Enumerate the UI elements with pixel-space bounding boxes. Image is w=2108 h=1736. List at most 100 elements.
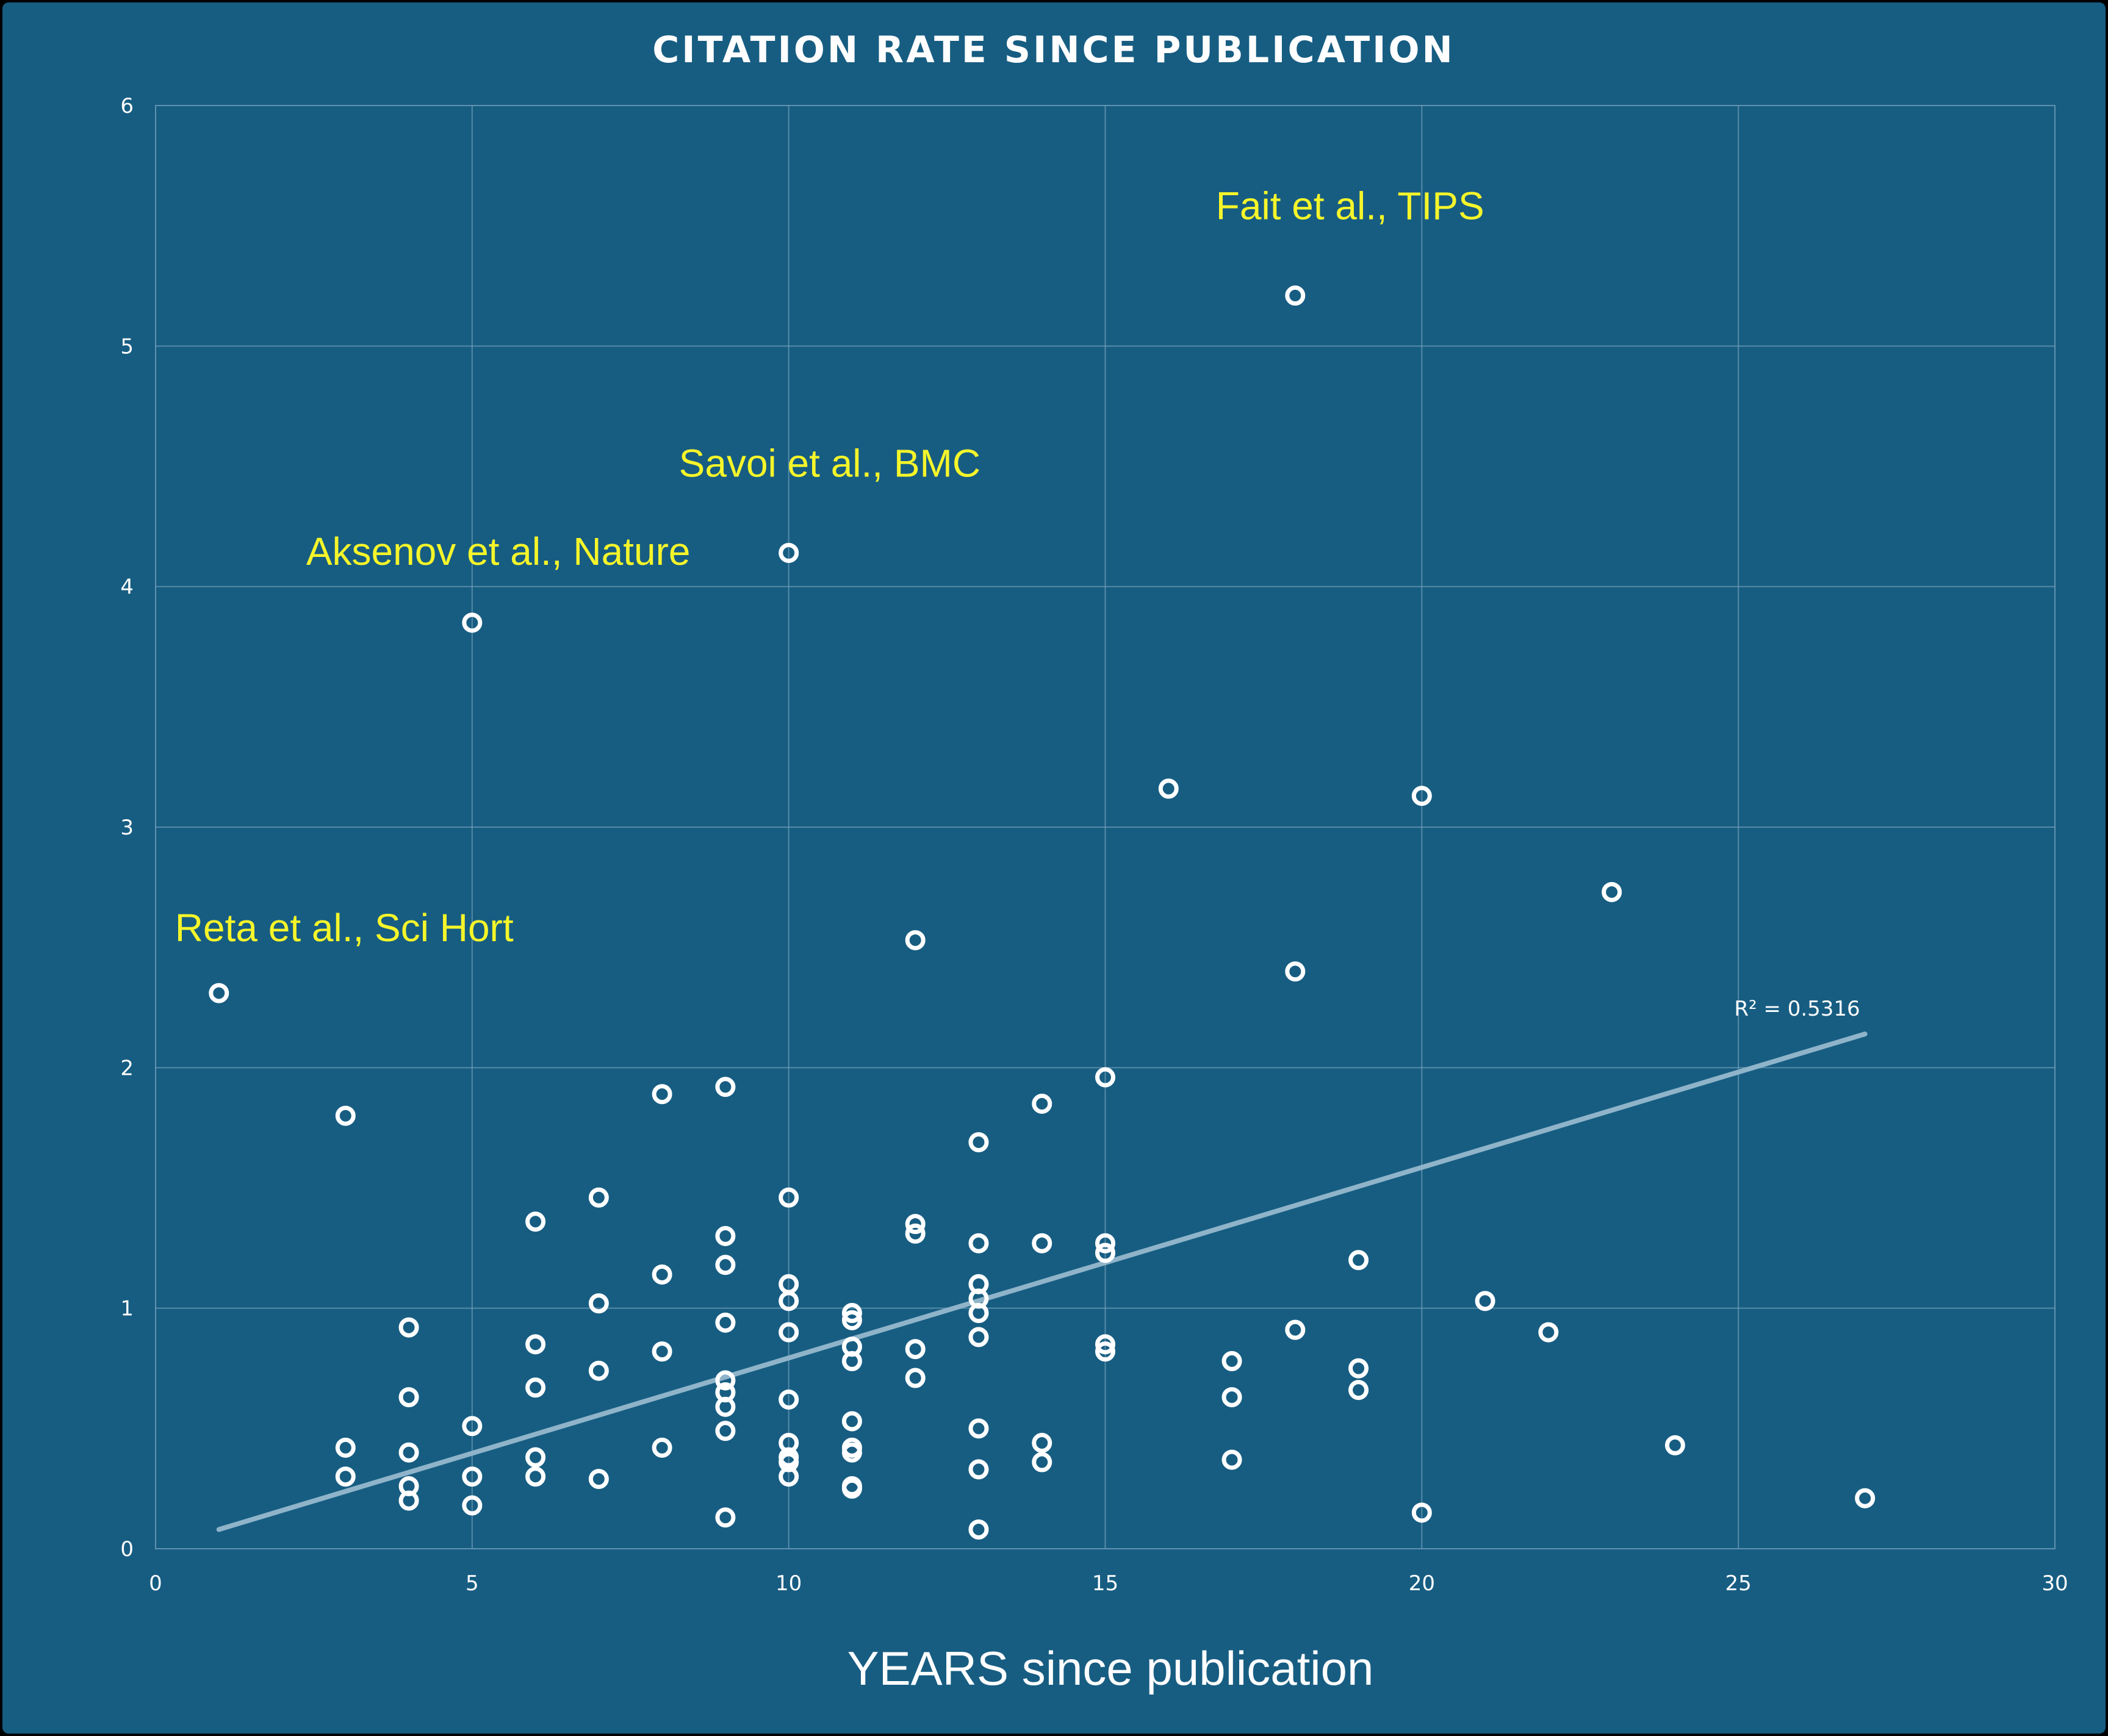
data-point [462, 1466, 483, 1487]
data-point [1285, 285, 1306, 306]
data-point [525, 1466, 546, 1487]
x-axis-label: YEARS since publication [847, 1641, 1374, 1695]
data-point [525, 1377, 546, 1398]
data-points [209, 285, 1876, 1540]
data-point [968, 1327, 989, 1347]
data-point [841, 1303, 862, 1324]
annotation-label: Reta et al., Sci Hort [175, 906, 514, 950]
data-point [1095, 1067, 1115, 1088]
data-point [1411, 786, 1432, 806]
trendline [216, 1031, 1868, 1532]
data-point [905, 1339, 926, 1360]
data-point [1348, 1358, 1369, 1379]
x-tick-label: 5 [466, 1571, 479, 1596]
data-point [841, 1442, 862, 1463]
data-point [1095, 1233, 1115, 1254]
data-point [1285, 1319, 1306, 1340]
data-point [1348, 1250, 1369, 1271]
x-tick-label: 10 [775, 1571, 802, 1596]
annotation-label: Fait et al., TIPS [1216, 184, 1484, 228]
data-point [715, 1225, 736, 1246]
data-point [1158, 778, 1179, 799]
data-point [462, 1416, 483, 1437]
data-point [588, 1187, 609, 1208]
data-point [652, 1437, 672, 1458]
data-point [1032, 1452, 1052, 1472]
data-point [588, 1293, 609, 1314]
data-point [715, 1370, 736, 1391]
data-point [1032, 1093, 1052, 1114]
annotation-label: Savoi et al., BMC [679, 441, 980, 485]
data-point [525, 1211, 546, 1232]
data-point [209, 983, 229, 1003]
data-point [652, 1264, 672, 1285]
data-point [841, 1310, 862, 1330]
data-point [779, 1390, 799, 1410]
data-point [905, 930, 926, 950]
x-tick-label: 15 [1092, 1571, 1118, 1596]
y-tick-label: 2 [120, 1056, 134, 1080]
data-point [715, 1396, 736, 1417]
data-point [335, 1466, 356, 1487]
data-point [1602, 881, 1622, 902]
x-tick-label: 0 [149, 1571, 162, 1596]
data-point [905, 1214, 926, 1235]
x-tick-label: 25 [1725, 1571, 1752, 1596]
data-point [968, 1459, 989, 1480]
data-point [525, 1447, 546, 1468]
data-point [1032, 1432, 1052, 1453]
grid: 0 5 10 15 20 25 30 0 1 2 3 4 5 6 [120, 94, 2068, 1596]
data-point [1095, 1243, 1115, 1263]
data-point [715, 1255, 736, 1275]
data-point [1475, 1291, 1495, 1311]
data-point [588, 1360, 609, 1381]
y-tick-label: 0 [120, 1537, 134, 1562]
y-tick-label: 6 [120, 94, 134, 118]
data-point [1221, 1387, 1242, 1408]
data-point [398, 1387, 419, 1408]
trendline-group: R² = 0.5316 [216, 997, 1868, 1532]
data-point [1095, 1334, 1115, 1355]
data-point [1664, 1435, 1685, 1455]
data-point [462, 612, 483, 633]
data-point [779, 542, 799, 563]
data-point [1221, 1449, 1242, 1470]
data-point [1032, 1233, 1052, 1254]
data-point [841, 1411, 862, 1432]
data-point [652, 1084, 672, 1105]
data-point [968, 1132, 989, 1153]
y-tick-label: 4 [120, 575, 134, 600]
data-point [652, 1341, 672, 1362]
data-point [335, 1437, 356, 1458]
data-point [968, 1303, 989, 1324]
x-tick-label: 20 [1409, 1571, 1435, 1596]
data-point [1221, 1350, 1242, 1371]
data-point [525, 1334, 546, 1355]
data-point [398, 1442, 419, 1463]
data-point [715, 1077, 736, 1097]
data-point [1285, 961, 1306, 982]
data-point [1411, 1502, 1432, 1523]
data-point [841, 1478, 862, 1499]
data-point [779, 1466, 799, 1487]
r-squared-label: R² = 0.5316 [1734, 997, 1860, 1021]
data-point [779, 1187, 799, 1208]
data-point [1538, 1322, 1559, 1343]
data-point [779, 1291, 799, 1311]
data-point [841, 1350, 862, 1371]
annotation-label: Aksenov et al., Nature [306, 529, 691, 573]
chart-title: CITATION RATE SINCE PUBLICATION [652, 29, 1455, 71]
data-point [588, 1469, 609, 1490]
data-point [968, 1418, 989, 1439]
data-point [715, 1507, 736, 1528]
data-point [715, 1312, 736, 1333]
data-point [398, 1490, 419, 1511]
data-point [1095, 1341, 1115, 1362]
data-point [905, 1223, 926, 1244]
y-tick-label: 1 [120, 1297, 134, 1321]
data-point [905, 1368, 926, 1388]
data-point [1855, 1488, 1876, 1508]
data-point [462, 1495, 483, 1516]
data-point [715, 1421, 736, 1441]
data-point [968, 1519, 989, 1540]
